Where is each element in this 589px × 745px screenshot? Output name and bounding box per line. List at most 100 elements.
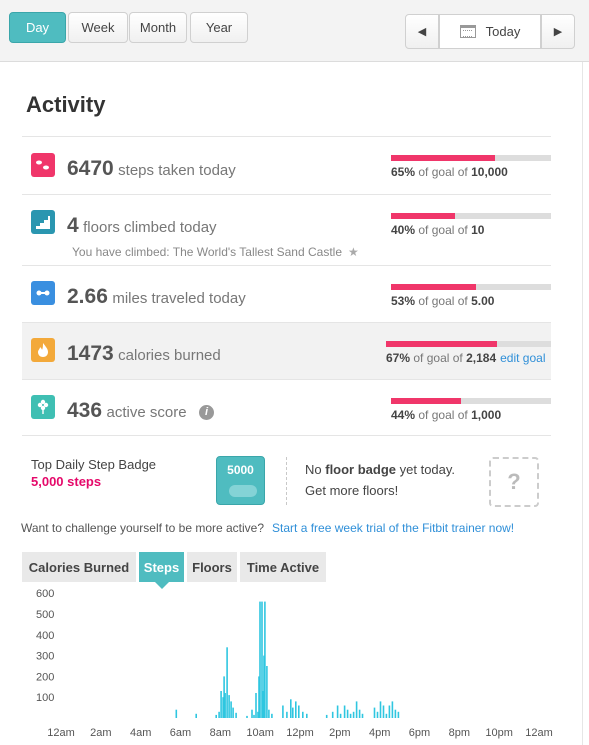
steps-bar[interactable] [261, 601, 263, 718]
tab-time-active[interactable]: Time Active [240, 552, 326, 582]
steps-bar[interactable] [352, 711, 355, 718]
steps-bar[interactable] [224, 693, 226, 718]
steps-bar[interactable] [361, 713, 364, 718]
steps-bar[interactable] [379, 701, 382, 718]
step-badge-image[interactable]: 5000 [216, 456, 265, 505]
distance-row: 2.66 miles traveled today 53% of goal of… [22, 265, 551, 322]
edit-goal-link[interactable]: edit goal [500, 351, 546, 365]
steps-bar[interactable] [290, 699, 292, 718]
steps-bar[interactable] [226, 647, 228, 718]
active-score-progress-bar [391, 398, 551, 404]
steps-bar[interactable] [195, 713, 197, 718]
steps-bar[interactable] [336, 705, 339, 719]
x-tick-label: 4pm [369, 727, 390, 739]
active-score-label: active score [106, 404, 187, 421]
steps-bar[interactable] [385, 713, 388, 718]
steps-bar[interactable] [232, 707, 234, 718]
tab-steps[interactable]: Steps [139, 552, 184, 589]
calories-label: calories burned [118, 347, 221, 364]
steps-bar[interactable] [255, 693, 257, 718]
steps-bar[interactable] [175, 709, 178, 718]
steps-bar[interactable] [376, 711, 379, 718]
steps-bar[interactable] [222, 697, 224, 718]
steps-bar[interactable] [388, 705, 391, 719]
steps-bar[interactable] [295, 701, 297, 718]
star-icon[interactable]: ★ [348, 245, 359, 259]
flame-icon [31, 338, 55, 362]
steps-bar[interactable] [218, 711, 220, 718]
chevron-right-icon: ▶ [553, 26, 563, 38]
today-label: Today [485, 24, 521, 39]
steps-bar[interactable] [251, 709, 253, 718]
distance-goal: 53% of goal of 5.00 [391, 294, 495, 308]
steps-bar[interactable] [263, 655, 265, 718]
steps-bar[interactable] [382, 705, 385, 719]
steps-bar[interactable] [346, 709, 349, 718]
view-month-button[interactable]: Month [129, 12, 187, 43]
steps-bar[interactable] [253, 714, 255, 718]
steps-bar[interactable] [397, 711, 400, 718]
view-week-button[interactable]: Week [68, 12, 128, 43]
steps-bar[interactable] [349, 713, 352, 718]
calories-goal: 67% of goal of 2,184 edit goal [386, 351, 546, 365]
steps-bar[interactable] [266, 666, 268, 718]
steps-bar[interactable] [394, 709, 397, 718]
floors-row: 4 floors climbed today You have climbed:… [22, 194, 551, 265]
x-tick-label: 8pm [449, 727, 470, 739]
x-tick-label: 2pm [329, 727, 350, 739]
tab-floors[interactable]: Floors [187, 552, 237, 582]
trainer-promo-text: Want to challenge yourself to be more ac… [21, 521, 265, 535]
steps-bar[interactable] [257, 711, 259, 718]
steps-bar[interactable] [228, 695, 230, 718]
date-range-toolbar: Day Week Month Year ◀ Today ▶ [0, 0, 589, 62]
steps-bar[interactable] [235, 712, 237, 718]
footsteps-icon [31, 153, 55, 177]
steps-bar[interactable] [262, 691, 264, 718]
steps-bar[interactable] [325, 714, 328, 718]
steps-bar[interactable] [282, 705, 284, 719]
steps-bar[interactable] [343, 705, 346, 719]
steps-bar[interactable] [339, 713, 342, 718]
steps-bar[interactable] [302, 711, 304, 718]
y-tick-label: 100 [36, 692, 54, 704]
today-button[interactable]: Today [439, 14, 541, 49]
steps-bar[interactable] [298, 705, 300, 719]
distance-icon [31, 281, 55, 305]
next-day-button[interactable]: ▶ [541, 14, 575, 49]
steps-goal: 65% of goal of 10,000 [391, 165, 508, 179]
steps-bar[interactable] [264, 601, 266, 718]
steps-bar[interactable] [215, 714, 217, 718]
steps-bar[interactable] [391, 701, 394, 718]
steps-bar[interactable] [358, 709, 361, 718]
distance-progress-bar [391, 284, 551, 290]
steps-bar[interactable] [230, 701, 232, 718]
previous-day-button[interactable]: ◀ [405, 14, 439, 49]
steps-bar[interactable] [355, 701, 358, 718]
x-tick-label: 2am [90, 727, 111, 739]
steps-bar[interactable] [331, 711, 334, 718]
y-tick-label: 300 [36, 651, 54, 663]
distance-value: 2.66 [67, 285, 108, 308]
view-day-button[interactable]: Day [9, 12, 66, 43]
x-tick-label: 6pm [409, 727, 430, 739]
steps-bar[interactable] [271, 713, 273, 718]
trainer-trial-link[interactable]: Start a free week trial of the Fitbit tr… [272, 521, 515, 535]
floors-progress-bar [391, 213, 551, 219]
steps-bar[interactable] [286, 711, 288, 718]
calendar-icon [459, 25, 476, 38]
steps-bar[interactable] [268, 709, 270, 718]
floor-badge-cta: Get more floors! [305, 483, 399, 498]
steps-bar[interactable] [223, 676, 225, 718]
view-year-button[interactable]: Year [190, 12, 248, 43]
steps-bar[interactable] [373, 707, 376, 718]
steps-bar[interactable] [259, 601, 261, 718]
steps-bar[interactable] [246, 715, 248, 718]
y-tick-label: 400 [36, 630, 54, 642]
steps-bar[interactable] [220, 691, 222, 718]
tab-calories-burned[interactable]: Calories Burned [22, 552, 136, 582]
steps-bar[interactable] [306, 713, 308, 718]
steps-bar[interactable] [292, 707, 294, 718]
steps-bar[interactable] [258, 676, 260, 718]
info-icon[interactable]: i [199, 405, 214, 420]
flower-icon [31, 395, 55, 419]
